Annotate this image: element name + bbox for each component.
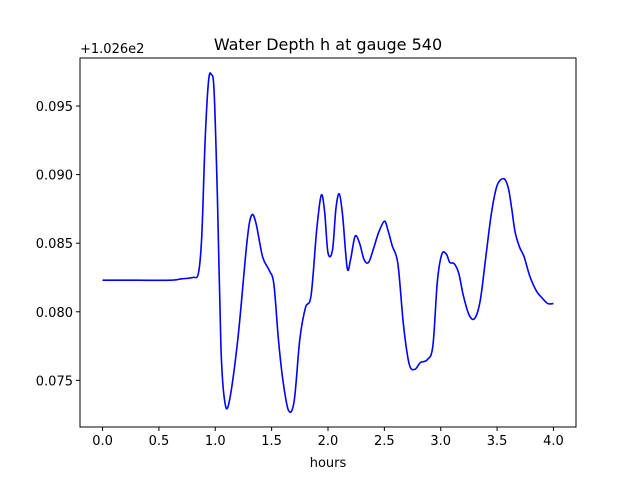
- y-axis-ticks: 0.075 0.080 0.085 0.090 0.095: [36, 100, 80, 389]
- x-tick-label: 0.0: [92, 434, 113, 449]
- x-tick-label: 2.5: [374, 434, 395, 449]
- y-offset-label: +1.026e2: [80, 42, 144, 57]
- y-tick-label: 0.085: [36, 237, 73, 252]
- y-tick-label: 0.095: [36, 100, 73, 115]
- y-tick-label: 0.080: [36, 306, 73, 321]
- x-axis-label: hours: [310, 456, 347, 471]
- chart-title: Water Depth h at gauge 540: [214, 35, 442, 54]
- plot-area: [102, 72, 554, 413]
- x-tick-label: 0.5: [149, 434, 170, 449]
- x-tick-label: 4.0: [543, 434, 564, 449]
- x-tick-label: 3.5: [487, 434, 508, 449]
- y-tick-label: 0.090: [36, 169, 73, 184]
- x-tick-label: 1.5: [261, 434, 282, 449]
- series-line: [102, 72, 554, 413]
- x-tick-label: 1.0: [205, 434, 226, 449]
- x-tick-label: 3.0: [430, 434, 451, 449]
- x-tick-label: 2.0: [318, 434, 339, 449]
- y-tick-label: 0.075: [36, 374, 73, 389]
- x-axis-ticks: 0.0 0.5 1.0 1.5 2.0 2.5 3.0 3.5 4.0: [92, 427, 564, 449]
- axes-frame: [79, 57, 577, 428]
